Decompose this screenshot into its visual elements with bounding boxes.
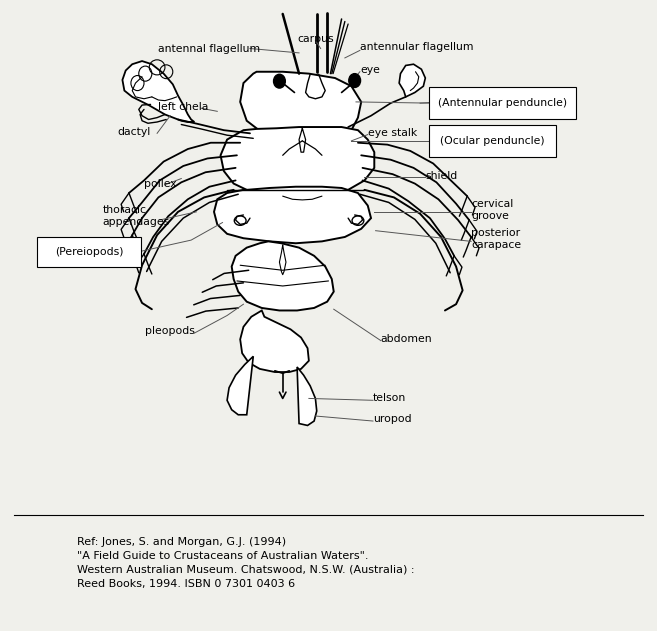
Polygon shape [232,242,334,310]
FancyBboxPatch shape [428,88,576,119]
Text: antonnulo: antonnulo [438,96,493,105]
Text: pollex: pollex [144,179,177,189]
Polygon shape [240,310,309,372]
Polygon shape [227,357,253,415]
Polygon shape [122,61,194,122]
Text: thoracic
appendages: thoracic appendages [102,206,170,227]
Text: shield: shield [425,171,457,181]
Ellipse shape [349,74,361,88]
Text: antennular flagellum: antennular flagellum [360,42,474,52]
Polygon shape [214,187,371,244]
Text: dactyl: dactyl [118,127,151,137]
Polygon shape [240,72,361,139]
Text: (Antennular penduncle): (Antennular penduncle) [438,98,567,108]
Text: pleopods: pleopods [145,326,195,336]
Text: cervical
groove: cervical groove [471,199,513,221]
Text: antennal flagellum: antennal flagellum [158,44,261,54]
Text: (Pereiopods): (Pereiopods) [55,247,124,257]
Text: left chela: left chela [158,102,209,112]
Text: carpus: carpus [297,34,334,44]
Polygon shape [297,367,317,425]
FancyBboxPatch shape [428,125,556,156]
Polygon shape [399,64,425,97]
Text: Ref: Jones, S. and Morgan, G.J. (1994)
"A Field Guide to Crustaceans of Australi: Ref: Jones, S. and Morgan, G.J. (1994) "… [77,536,414,589]
Text: (Ocular penduncle): (Ocular penduncle) [440,136,545,146]
Text: posterior
carapace: posterior carapace [471,228,521,250]
Ellipse shape [273,74,285,88]
FancyBboxPatch shape [37,237,141,267]
Text: uropod: uropod [373,414,412,424]
Text: telson: telson [373,393,406,403]
Text: eye stalk: eye stalk [368,128,417,138]
Text: eye: eye [360,66,380,76]
Text: abdomen: abdomen [381,334,432,345]
Polygon shape [221,127,374,196]
